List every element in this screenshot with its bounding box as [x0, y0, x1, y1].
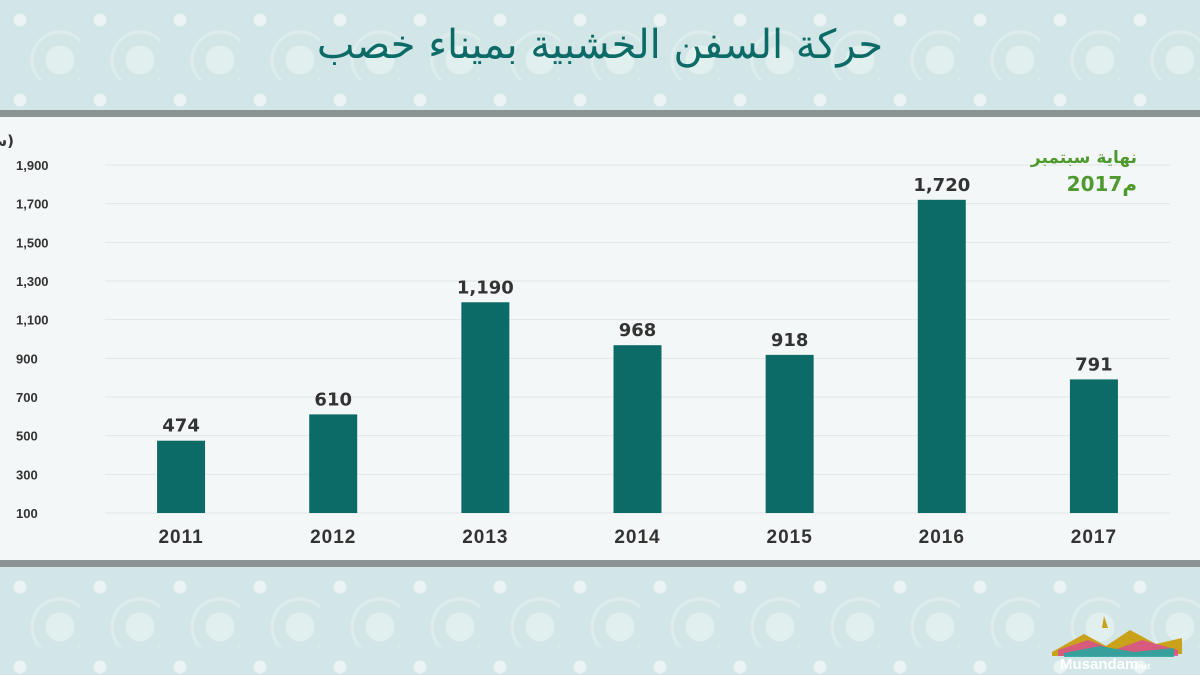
bar [1069, 379, 1118, 513]
bars [157, 199, 1118, 514]
x-category-label: 2015 [767, 527, 813, 548]
data-label: 918 [771, 330, 809, 351]
bar [157, 440, 206, 513]
data-label: 968 [619, 320, 657, 341]
y-tick-label: 1,300 [16, 274, 49, 289]
logo-text: Musandam [1060, 656, 1138, 672]
bar-chart: 100 300 500 700 900 1,100 1,300 1,500 1,700 1,900… [0, 132, 1170, 548]
data-label: 474 [162, 416, 200, 437]
bar [461, 302, 510, 513]
x-category-label: 2013 [462, 527, 508, 548]
top-divider [0, 110, 1200, 117]
y-tick-label: 700 [16, 390, 38, 405]
footer-background [0, 567, 1200, 675]
bar [765, 354, 814, 513]
y-tick-label: 900 [16, 351, 38, 366]
x-category-label: 2016 [919, 527, 965, 548]
data-label: 791 [1075, 354, 1113, 375]
y-tick-label: 1,900 [16, 158, 49, 173]
data-label: 1,720 [913, 175, 970, 196]
page-title: حركة السفن الخشبية بميناء خصب [316, 22, 884, 68]
data-label: 1,190 [457, 277, 514, 298]
x-category-label: 2012 [310, 527, 356, 548]
y-tick-label: 1,100 [16, 313, 49, 328]
y-tick-label: 1,700 [16, 197, 49, 212]
y-tick-label: 100 [16, 506, 38, 521]
labels: 100 300 500 700 900 1,100 1,300 1,500 1,700 1,900… [16, 158, 1117, 548]
period-note-line1: نهاية سبتمبر [1030, 148, 1137, 168]
musandam-logo: Musandam .net [1052, 616, 1182, 672]
x-category-label: 2014 [614, 527, 660, 548]
bar [917, 199, 966, 514]
x-category-label: 2017 [1071, 527, 1117, 548]
period-note-line2: 2017م [1067, 172, 1137, 196]
y-axis-unit-label: (سفينة) [0, 132, 14, 150]
bottom-divider [0, 560, 1200, 567]
x-category-label: 2011 [158, 527, 203, 548]
y-tick-label: 1,500 [16, 235, 49, 250]
header-background [0, 0, 1200, 110]
y-tick-label: 500 [16, 429, 38, 444]
logo-suffix: .net [1136, 662, 1151, 671]
bar [613, 345, 662, 513]
data-label: 610 [314, 389, 352, 410]
y-tick-label: 300 [16, 467, 38, 482]
bar [309, 414, 358, 513]
